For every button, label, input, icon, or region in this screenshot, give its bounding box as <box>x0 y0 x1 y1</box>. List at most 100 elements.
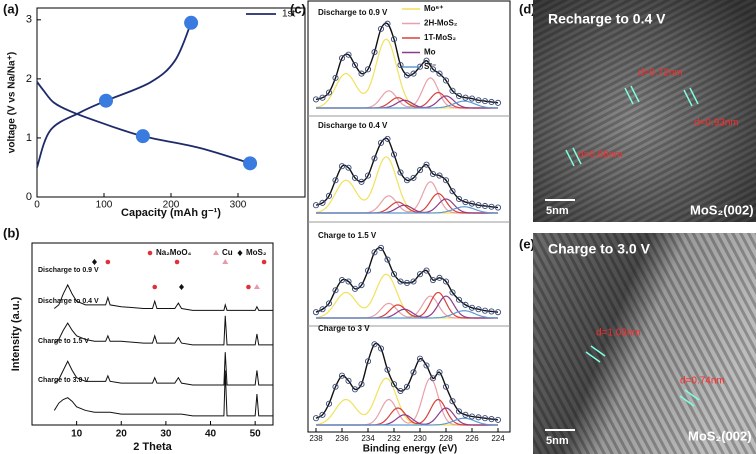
data-point <box>403 279 411 287</box>
plot-frame <box>307 0 511 433</box>
plot-frame <box>31 242 274 426</box>
spectrum-label: Discharge to 0.4 V <box>318 121 388 130</box>
y-tick-label: 2 <box>26 73 32 85</box>
x-tick-label: 50 <box>250 429 262 440</box>
peak-marker <box>246 284 251 290</box>
peak-marker <box>179 284 185 290</box>
data-point <box>325 300 333 307</box>
data-point <box>455 195 463 203</box>
component-peak <box>316 398 498 426</box>
data-point <box>481 307 489 314</box>
scale-label: 5nm <box>546 205 569 217</box>
data-point <box>397 387 404 395</box>
data-point <box>358 70 365 77</box>
data-point <box>429 375 437 382</box>
x-tick-label: 200 <box>163 200 180 211</box>
peak-marker <box>261 259 267 265</box>
data-point <box>416 355 424 362</box>
data-point <box>351 61 359 69</box>
data-point <box>481 98 489 105</box>
peak-marker <box>91 259 97 265</box>
data-point <box>332 383 339 390</box>
data-point <box>410 369 417 376</box>
data-point <box>462 301 469 308</box>
data-point <box>429 170 437 178</box>
data-point <box>338 55 346 62</box>
d-spacing: d=0.93nm <box>694 118 739 129</box>
data-point <box>377 25 385 32</box>
panel-label: (b) <box>3 225 20 240</box>
peak-marker <box>213 250 219 255</box>
panel-label: (e) <box>519 236 535 251</box>
data-point <box>488 203 495 210</box>
data-point <box>384 256 391 263</box>
data-point <box>468 95 476 102</box>
x-axis-label: 2 Theta <box>133 441 172 453</box>
data-point <box>455 296 463 303</box>
data-point <box>455 92 463 100</box>
data-point <box>338 276 346 284</box>
data-point <box>423 161 430 168</box>
legend-label: 2H-MoS₂ <box>424 19 458 28</box>
data-point <box>416 271 424 278</box>
data-point <box>390 151 398 158</box>
scale-label: 5nm <box>546 435 569 447</box>
panel-label: (c) <box>290 1 306 16</box>
peak-marker <box>152 284 158 290</box>
data-point <box>371 155 378 162</box>
line <box>36 81 251 165</box>
data-point <box>436 369 443 376</box>
legend-label: Cu <box>222 248 233 257</box>
image-title: Recharge to 0.4 V <box>548 11 666 27</box>
data-point <box>442 383 450 390</box>
data-point <box>481 202 489 210</box>
data-point <box>488 415 495 423</box>
data-point <box>403 177 411 184</box>
x-tick-label: 224 <box>491 434 505 443</box>
data-point <box>468 200 476 207</box>
legend-label: S²⁻ <box>424 62 436 71</box>
data-point <box>364 172 372 179</box>
pattern-line <box>53 370 273 417</box>
data-point <box>436 172 443 179</box>
legend-label: MoS₂ <box>246 248 267 257</box>
pattern-line <box>53 283 273 311</box>
legend-label: Mo <box>424 48 436 57</box>
data-point <box>390 36 398 43</box>
marker <box>135 129 150 144</box>
data-point <box>481 415 489 422</box>
data-point <box>488 308 495 315</box>
data-point <box>358 178 365 185</box>
spectrum-label: Charge to 3 V <box>318 324 370 333</box>
peak-marker <box>174 259 180 265</box>
legend-label: Na₂MoO₄ <box>156 248 192 257</box>
peak-marker <box>147 250 153 256</box>
x-tick-label: 20 <box>116 429 128 440</box>
data-point <box>442 177 450 184</box>
panel-label: (d) <box>519 1 536 16</box>
data-point <box>338 163 346 170</box>
data-point <box>390 381 398 388</box>
data-point <box>332 287 339 294</box>
data-point <box>312 309 320 316</box>
envelope <box>315 22 499 104</box>
peak-marker <box>222 259 229 264</box>
data-point <box>494 416 502 423</box>
data-point <box>475 202 482 209</box>
data-point <box>475 97 482 104</box>
x-tick-label: 10 <box>71 429 83 440</box>
legend-label: 1T-MoS₂ <box>424 33 456 42</box>
data-point <box>371 49 378 56</box>
peak-marker <box>237 250 243 256</box>
spectrum-label: Discharge to 0.9 V <box>318 8 388 17</box>
plot-frame <box>36 7 306 198</box>
pattern-line <box>53 315 273 346</box>
x-tick-label: 30 <box>160 429 172 440</box>
x-tick-label: 230 <box>413 434 427 443</box>
x-tick-label: 226 <box>465 434 479 443</box>
data-point <box>345 51 352 58</box>
data-point <box>436 274 443 281</box>
data-point <box>449 398 456 405</box>
data-point <box>436 70 443 77</box>
data-point <box>332 74 339 81</box>
